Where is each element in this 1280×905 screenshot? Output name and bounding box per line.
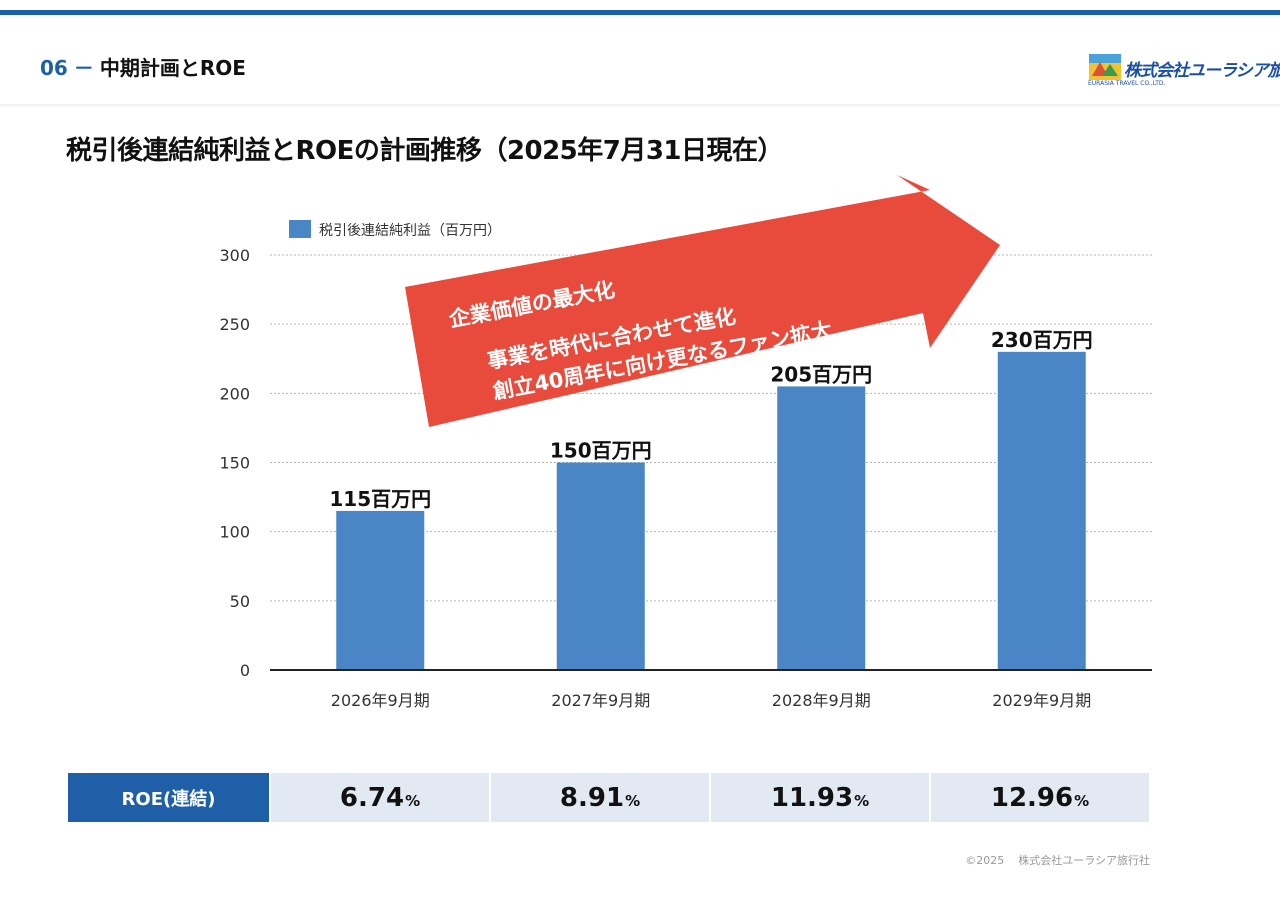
y-tick-label: 100 <box>219 523 250 542</box>
chart-x-labels: 2026年9月期 2027年9月期 2028年9月期 2029年9月期 <box>331 691 1091 710</box>
growth-arrow-shape <box>405 175 1000 427</box>
top-accent-bar <box>0 10 1280 15</box>
bar-data-label: 150百万円 <box>550 439 652 463</box>
roe-unit: % <box>854 791 870 810</box>
footer-copyright: ©2025 <box>965 854 1005 867</box>
logo-text: 株式会社ユーラシア旅行社 <box>1124 61 1280 81</box>
legend-label: 税引後連結純利益（百万円） <box>319 223 501 239</box>
growth-arrow: 企業価値の最大化 事業を時代に合わせて進化 創立40周年に向け更なるファン拡大 <box>405 175 1000 427</box>
roe-value: 11.93 <box>770 782 854 813</box>
footer: ©2025 株式会社ユーラシア旅行社 <box>965 852 1150 868</box>
y-tick-label: 300 <box>219 246 250 265</box>
chart-bars <box>336 351 1086 670</box>
legend-swatch <box>289 220 311 238</box>
bar <box>336 510 425 670</box>
roe-cell: 6.74% <box>271 773 489 822</box>
profit-bar-chart: 0 50 100 150 200 250 300 税引後連結純利益（百万円） 2026年9月… <box>219 175 1152 710</box>
y-tick-label: 150 <box>219 454 250 473</box>
section-title-text: 中期計画とROE <box>99 56 246 80</box>
company-logo: 株式会社ユーラシア旅行社 EURASIA TRAVEL CO.,LTD. <box>1088 52 1280 87</box>
y-tick-label: 0 <box>240 661 250 680</box>
header-divider <box>0 104 1280 108</box>
bar-data-label: 115百万円 <box>329 487 431 511</box>
section-number: 06 <box>40 56 68 80</box>
x-tick-label: 2026年9月期 <box>331 691 430 710</box>
x-tick-label: 2028年9月期 <box>772 691 871 710</box>
roe-unit: % <box>405 791 421 810</box>
roe-table: ROE(連結) 6.74% 8.91% 11.93% 12.96% <box>68 773 1150 822</box>
page-title: 税引後連結純利益とROEの計画推移（2025年7月31日現在） <box>66 136 784 166</box>
y-tick-label: 50 <box>230 592 250 611</box>
bar <box>777 386 866 670</box>
footer-company: 株式会社ユーラシア旅行社 <box>1018 854 1150 867</box>
y-tick-label: 250 <box>219 315 250 334</box>
section-dash: － <box>73 56 94 80</box>
section-title: 06 －中期計画とROE <box>40 52 246 81</box>
bar <box>997 351 1086 670</box>
roe-value: 8.91 <box>559 782 625 813</box>
logo-subtext: EURASIA TRAVEL CO.,LTD. <box>1088 80 1166 87</box>
bar <box>556 462 645 670</box>
bar-data-label: 205百万円 <box>770 362 872 386</box>
roe-cell: 12.96% <box>931 773 1149 822</box>
roe-unit: % <box>1074 791 1090 810</box>
chart-data-labels: 115百万円 150百万円 205百万円 230百万円 <box>329 328 1092 511</box>
roe-value: 6.74 <box>339 782 405 813</box>
bar-data-label: 230百万円 <box>991 328 1093 352</box>
roe-label: ROE(連結) <box>68 773 269 822</box>
logo-emblem-icon <box>1089 54 1121 80</box>
roe-value: 12.96 <box>990 782 1074 813</box>
chart-y-ticks: 0 50 100 150 200 250 300 <box>219 246 250 680</box>
x-tick-label: 2027年9月期 <box>551 691 650 710</box>
roe-cell: 11.93% <box>711 773 929 822</box>
roe-unit: % <box>625 791 641 810</box>
x-tick-label: 2029年9月期 <box>992 691 1091 710</box>
y-tick-label: 200 <box>219 384 250 403</box>
roe-cell: 8.91% <box>491 773 709 822</box>
